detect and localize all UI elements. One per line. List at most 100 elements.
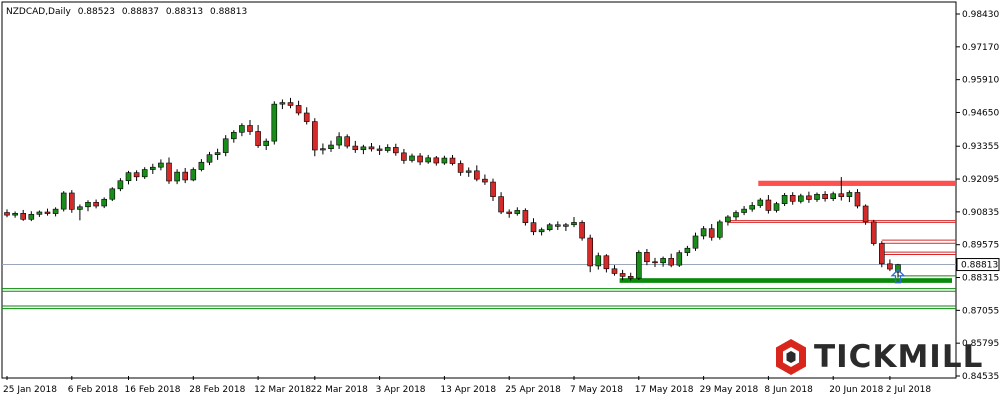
candle: [546, 222, 553, 232]
candle-body: [725, 216, 731, 223]
date-axis: 25 Jan 2018 6 Feb 2018 16 Feb 2018 28 Feb 2…: [3, 376, 931, 395]
candle-body: [652, 261, 658, 264]
candle-body: [441, 157, 448, 164]
candle-body: [206, 154, 213, 163]
candle-body: [166, 162, 172, 182]
candle: [538, 227, 545, 236]
candle: [530, 218, 537, 236]
candle: [101, 197, 107, 209]
candle: [303, 107, 310, 125]
candle: [595, 252, 602, 270]
candle-body: [830, 193, 837, 200]
candle: [668, 253, 675, 268]
candle: [554, 221, 561, 230]
candle: [652, 257, 658, 267]
y-tick-label: 0.98430: [962, 10, 999, 20]
candle-body: [870, 221, 877, 244]
candle-body: [506, 211, 513, 214]
y-tick-label: 0.84535: [962, 372, 999, 382]
y-tick-label: 0.90835: [962, 208, 999, 218]
candle-body: [360, 146, 367, 151]
tickmill-logo: TICKMILL: [774, 338, 983, 376]
candle-body: [60, 192, 67, 210]
candle-body: [668, 258, 675, 266]
candle: [328, 140, 334, 152]
candle: [77, 204, 83, 221]
candle-body: [619, 273, 626, 277]
candle: [514, 207, 521, 216]
y-tick-label: 0.97170: [962, 43, 999, 53]
support-zone: [619, 278, 952, 283]
x-tick-label: 25 Jan 2018: [3, 385, 57, 395]
candle: [36, 210, 43, 217]
candle: [473, 165, 480, 182]
candle-body: [190, 169, 197, 181]
candle-body: [255, 131, 261, 146]
candle: [117, 178, 124, 192]
y-tick-label: 0.95910: [962, 76, 999, 86]
candle: [765, 195, 772, 214]
chart-close: 0.88813: [210, 7, 247, 17]
candle-body: [417, 155, 423, 163]
candle-body: [498, 196, 504, 213]
candle: [676, 250, 683, 267]
candle: [716, 219, 723, 240]
candle-body: [895, 264, 901, 273]
candle-body: [449, 157, 456, 164]
candle: [571, 216, 577, 228]
candle: [603, 254, 610, 273]
candle-body: [465, 170, 472, 173]
candle-body: [279, 102, 286, 105]
candle: [141, 167, 148, 179]
candle: [320, 143, 326, 155]
candle-body: [862, 205, 869, 223]
candle-body: [433, 157, 440, 164]
candle-body: [554, 224, 561, 227]
candle: [846, 190, 853, 203]
candle-body: [733, 212, 739, 218]
candle: [222, 135, 229, 157]
candle: [20, 209, 27, 221]
chart-open: 0.88523: [78, 7, 115, 17]
candle-body: [20, 213, 27, 220]
candle-body: [174, 171, 180, 182]
candle-body: [239, 125, 245, 133]
level-lines: [2, 180, 956, 310]
markers: [890, 268, 906, 284]
candle: [806, 191, 812, 203]
candle: [830, 191, 837, 202]
candle-body: [271, 103, 278, 142]
candle: [206, 151, 213, 166]
candle-body: [150, 166, 156, 170]
candle-body: [708, 228, 715, 238]
candles: [4, 97, 901, 281]
candle: [741, 206, 747, 216]
candle-body: [231, 131, 237, 140]
x-tick-label: 25 Apr 2018: [505, 385, 561, 395]
chart-low: 0.88313: [166, 7, 203, 17]
candle: [773, 201, 780, 213]
price-axis: 0.98430 0.97170 0.95910 0.94650 0.93355 0.920…: [956, 10, 1000, 382]
candle: [449, 154, 456, 166]
candle-body: [692, 235, 699, 249]
candle-body: [141, 169, 148, 178]
candle-body: [295, 105, 302, 114]
plot-frame: [1, 1, 957, 379]
candle-body: [676, 252, 683, 266]
x-tick-label: 17 May 2018: [635, 385, 694, 395]
candle: [684, 245, 691, 257]
candle: [611, 265, 618, 276]
candle-body: [311, 121, 318, 151]
candle-body: [814, 193, 820, 200]
candle: [401, 148, 407, 164]
candle: [384, 144, 391, 153]
candle-body: [352, 145, 359, 151]
candle-body: [69, 192, 75, 210]
x-tick-label: 7 May 2018: [570, 385, 623, 395]
candle-body: [368, 146, 375, 150]
candle-body: [384, 147, 391, 151]
candle: [44, 208, 51, 216]
candle: [85, 200, 91, 212]
candle: [360, 144, 367, 155]
